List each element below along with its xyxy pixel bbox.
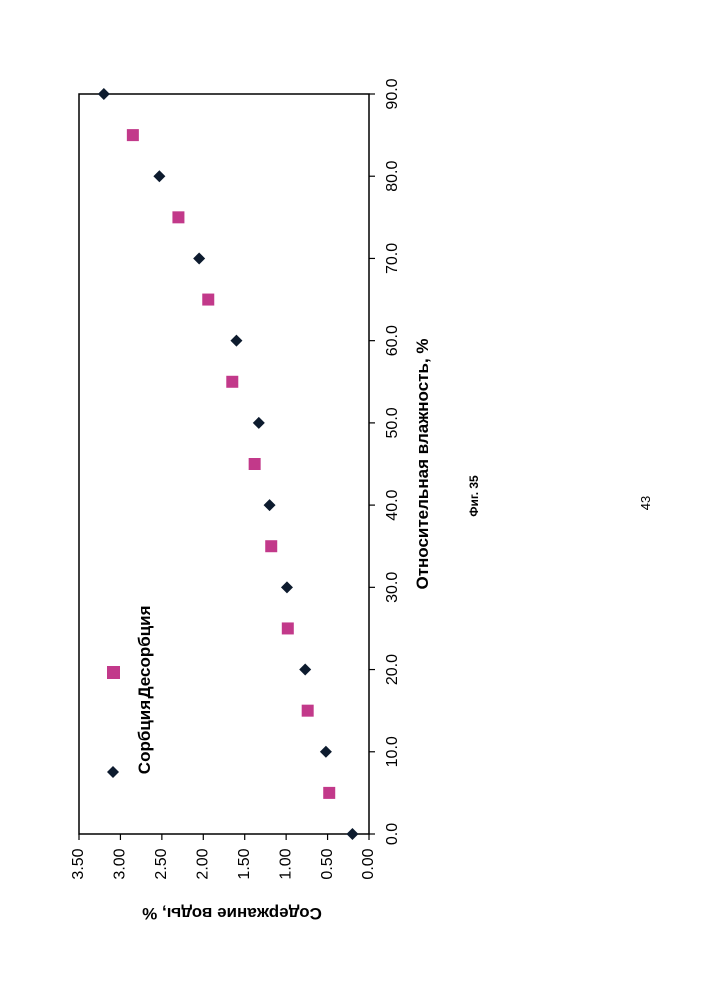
x-tick-label: 20.0 [384, 654, 401, 685]
x-tick-label: 70.0 [384, 243, 401, 274]
x-axis-title: Относительная влажность, % [413, 338, 432, 589]
x-tick-label: 50.0 [384, 407, 401, 438]
legend-label-desorption: Десорбция [135, 605, 154, 698]
sorption-point [153, 170, 165, 182]
sorption-point [346, 828, 358, 840]
desorption-point [202, 294, 214, 306]
page-number: 43 [638, 496, 653, 510]
desorption-point [323, 787, 335, 799]
y-tick-label: 2.00 [195, 848, 212, 879]
legend-label-sorption: Сорбция [135, 700, 154, 774]
desorption-point [172, 211, 184, 223]
y-tick-label: 2.50 [153, 848, 170, 879]
x-tick-label: 90.0 [384, 78, 401, 109]
y-tick-label: 0.50 [319, 848, 336, 879]
y-axis-title: Содержание воды, % [142, 904, 322, 923]
sorption-point [253, 417, 265, 429]
legend-marker-desorption [107, 666, 120, 679]
desorption-point [249, 458, 261, 470]
figure-caption: Фиг. 35 [467, 475, 481, 517]
sorption-point [230, 335, 242, 347]
x-tick-label: 0.0 [384, 823, 401, 845]
y-tick-label: 1.00 [277, 848, 294, 879]
legend: Сорбция Десорбция [107, 605, 154, 778]
x-tick-label: 60.0 [384, 325, 401, 356]
y-tick-label: 0.00 [360, 848, 377, 879]
x-tick-label: 80.0 [384, 161, 401, 192]
desorption-point [226, 376, 238, 388]
sorption-point [193, 252, 205, 264]
y-axis: 0.00 0.50 1.00 1.50 2.00 2.50 3.00 3.50 [70, 834, 377, 880]
x-axis: 0.0 10.0 20.0 30.0 40.0 50.0 60.0 70.0 80.0 90.0 [369, 78, 401, 845]
desorption-point [282, 622, 294, 634]
legend-marker-sorption [107, 766, 119, 778]
sorption-point [264, 499, 276, 511]
x-tick-label: 40.0 [384, 489, 401, 520]
desorption-point [127, 129, 139, 141]
desorption-point [302, 705, 314, 717]
y-tick-label: 1.50 [236, 848, 253, 879]
y-tick-label: 3.00 [112, 848, 129, 879]
plot-frame [79, 94, 369, 834]
sorption-point [320, 746, 332, 758]
sorption-point [281, 581, 293, 593]
y-tick-label: 3.50 [70, 848, 87, 879]
x-tick-label: 30.0 [384, 572, 401, 603]
x-tick-label: 10.0 [384, 736, 401, 767]
desorption-point [265, 540, 277, 552]
sorption-point [98, 88, 110, 100]
sorption-point [299, 664, 311, 676]
